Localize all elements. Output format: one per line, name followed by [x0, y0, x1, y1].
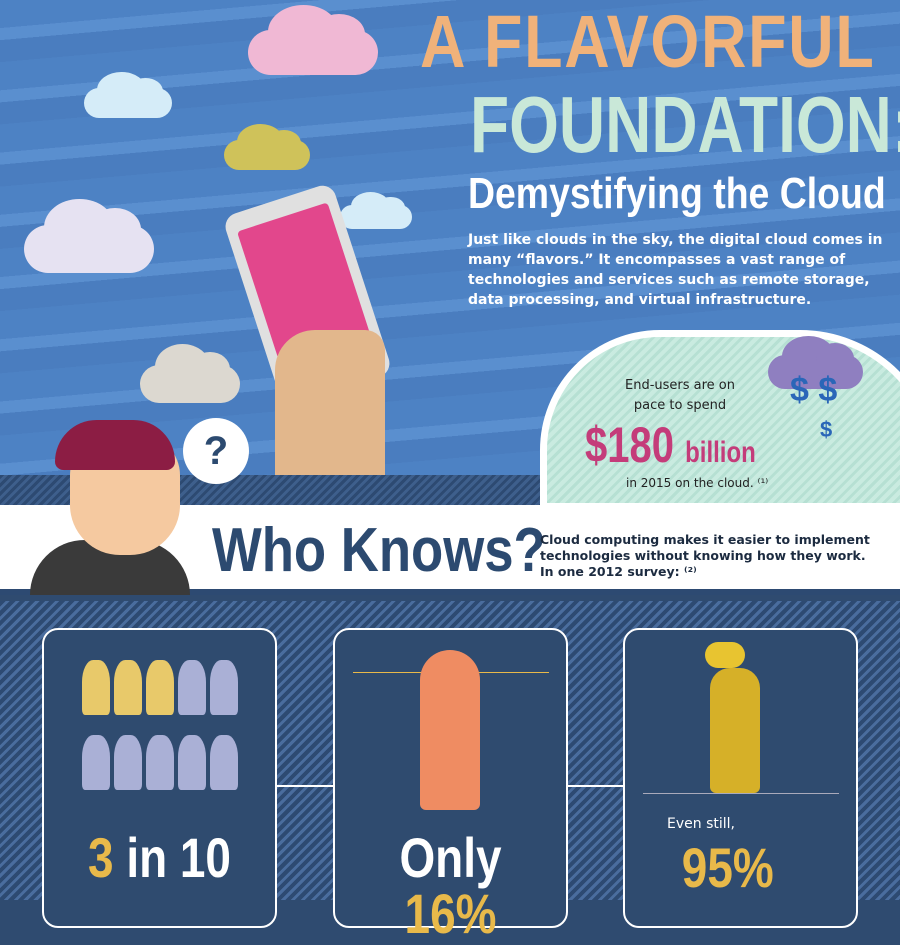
- person-icon: [210, 660, 238, 715]
- stat-panel-1: 3 in 10: [42, 628, 277, 928]
- man-illustration: [30, 420, 190, 595]
- person-icon: [710, 668, 760, 793]
- connector: [567, 785, 623, 787]
- who-knows-text: Cloud computing makes it easier to imple…: [540, 532, 870, 579]
- title-line-2: FOUNDATION:: [470, 80, 900, 169]
- spending-tail: in 2015 on the cloud. ⁽¹⁾: [626, 476, 769, 490]
- person-icon: [146, 735, 174, 790]
- stat-value: 95%: [682, 840, 871, 896]
- connector: [277, 785, 333, 787]
- spending-amount: $180 billion: [585, 420, 756, 478]
- title-line-1: A FLAVORFUL: [420, 0, 876, 83]
- cloud-icon: [140, 344, 240, 403]
- hand-illustration: [275, 330, 385, 475]
- stat-panel-2: Only 16%: [333, 628, 568, 942]
- people-icons: [82, 660, 242, 790]
- person-icon: [178, 735, 206, 790]
- cloud-icon: [224, 123, 310, 170]
- person-icon: [146, 660, 174, 715]
- stat-prefix: Only: [399, 826, 502, 889]
- person-icon: [420, 650, 480, 810]
- stat-rest: in 10: [113, 826, 231, 889]
- dollar-icon: $ $ $: [790, 371, 838, 442]
- divider-line: [643, 793, 839, 794]
- intro-text: Just like clouds in the sky, the digital…: [468, 232, 883, 308]
- cloud-icon: [768, 336, 863, 389]
- subtitle: Demystifying the Cloud: [468, 169, 886, 218]
- unit: billion: [685, 436, 756, 469]
- cloud-icon: [340, 191, 412, 229]
- cloud-icon: [248, 5, 378, 75]
- who-knows-heading: Who Knows?: [212, 516, 546, 585]
- person-icon: [82, 660, 110, 715]
- spending-lead: End-users are on pace to spend: [624, 378, 735, 413]
- amount: $180: [585, 417, 674, 473]
- person-icon: [114, 735, 142, 790]
- stat-highlight: 3: [88, 826, 114, 889]
- cloud-icon: [84, 71, 172, 118]
- person-icon: [114, 660, 142, 715]
- person-icon: [178, 660, 206, 715]
- person-icon: [82, 735, 110, 790]
- stat-highlight: 95%: [681, 836, 774, 899]
- cloud-icon: [24, 198, 154, 273]
- question-bubble: ?: [183, 418, 249, 484]
- stat-highlight: 16%: [404, 882, 497, 945]
- person-icon: [210, 735, 238, 790]
- cloud-icon: [705, 642, 745, 668]
- stat-value: 3 in 10: [65, 830, 254, 886]
- stat-lead: Even still,: [667, 816, 735, 832]
- stat-panel-3: Even still, 95%: [623, 628, 858, 928]
- man-hair: [55, 420, 175, 470]
- stat-value: Only 16%: [356, 830, 545, 942]
